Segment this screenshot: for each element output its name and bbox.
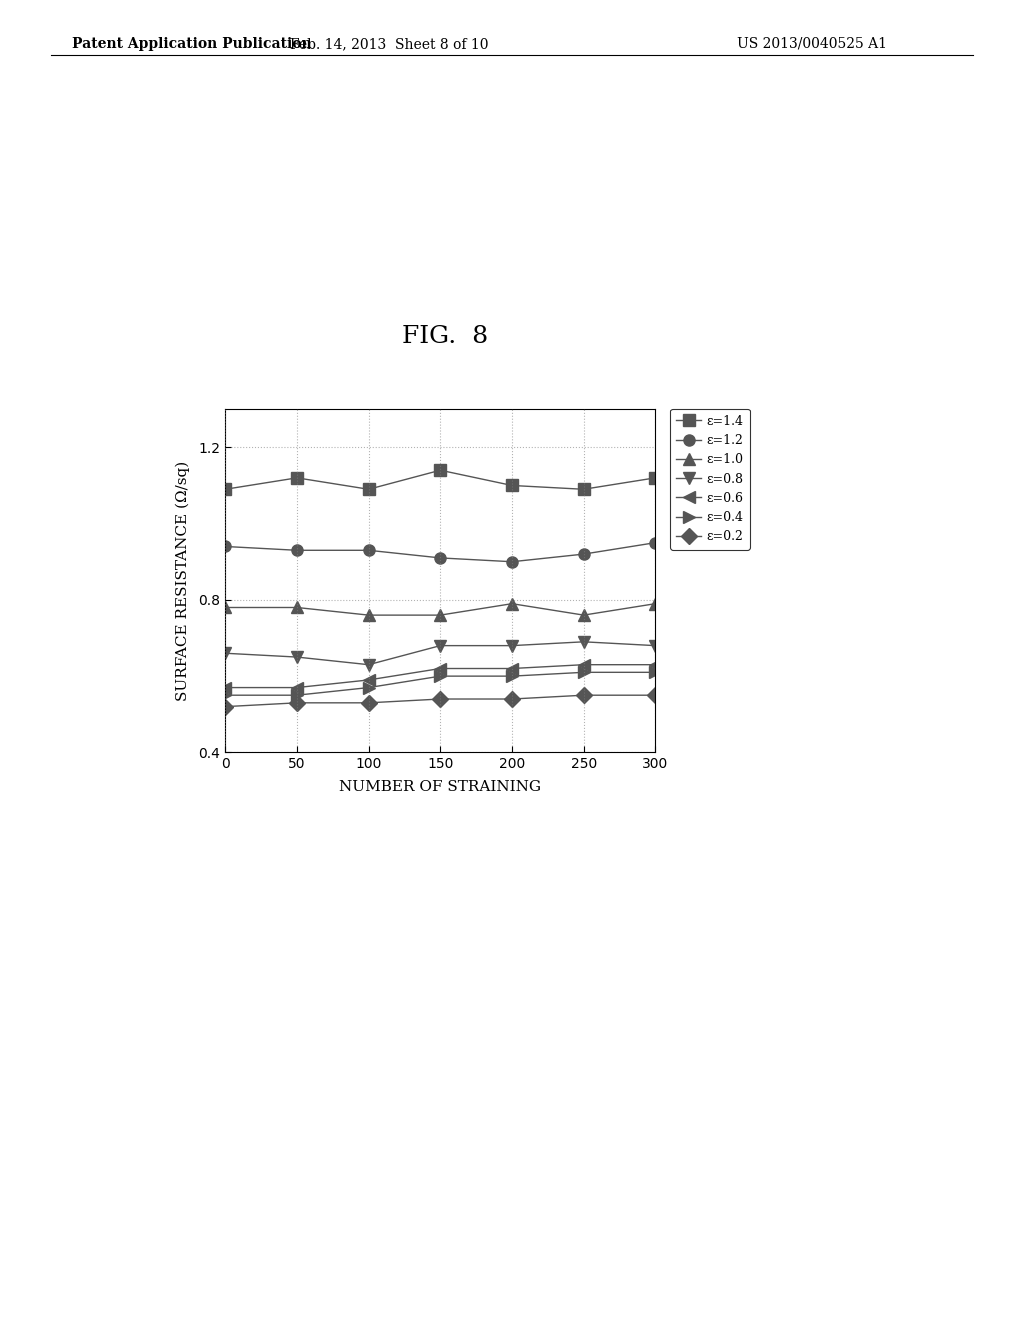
Line: ε=1.2: ε=1.2 (220, 537, 660, 568)
Line: ε=0.6: ε=0.6 (220, 659, 660, 693)
ε=0.2 (506, 692, 518, 708)
ε=0.8 (578, 634, 590, 649)
ε=0.2 (578, 688, 590, 704)
ε=0.6 (291, 680, 303, 696)
ε=0.4 (506, 668, 518, 684)
ε=1.4 (219, 482, 231, 498)
Line: ε=0.4: ε=0.4 (220, 667, 660, 701)
ε=1.0 (578, 607, 590, 623)
ε=0.4 (291, 688, 303, 704)
Line: ε=1.4: ε=1.4 (220, 465, 660, 495)
Line: ε=0.8: ε=0.8 (220, 636, 660, 671)
ε=0.6 (219, 680, 231, 696)
Text: Feb. 14, 2013  Sheet 8 of 10: Feb. 14, 2013 Sheet 8 of 10 (290, 37, 488, 51)
Line: ε=0.2: ε=0.2 (220, 689, 660, 713)
ε=0.4 (649, 664, 662, 680)
ε=1.2 (362, 543, 375, 558)
ε=0.6 (506, 660, 518, 676)
ε=1.0 (219, 599, 231, 615)
ε=0.4 (362, 680, 375, 696)
ε=1.0 (506, 595, 518, 611)
ε=1.2 (578, 546, 590, 562)
ε=0.2 (649, 688, 662, 704)
ε=0.4 (578, 664, 590, 680)
ε=0.2 (434, 692, 446, 708)
ε=0.6 (434, 660, 446, 676)
X-axis label: NUMBER OF STRAINING: NUMBER OF STRAINING (339, 780, 542, 793)
ε=0.6 (362, 672, 375, 688)
ε=0.8 (291, 649, 303, 665)
ε=1.0 (649, 595, 662, 611)
ε=0.8 (219, 645, 231, 661)
ε=0.4 (434, 668, 446, 684)
ε=1.4 (291, 470, 303, 486)
Legend: ε=1.4, ε=1.2, ε=1.0, ε=0.8, ε=0.6, ε=0.4, ε=0.2: ε=1.4, ε=1.2, ε=1.0, ε=0.8, ε=0.6, ε=0.4… (671, 409, 750, 549)
Text: Patent Application Publication: Patent Application Publication (72, 37, 311, 51)
ε=1.2 (291, 543, 303, 558)
ε=1.0 (291, 599, 303, 615)
ε=1.4 (362, 482, 375, 498)
Text: FIG.  8: FIG. 8 (402, 325, 488, 348)
ε=0.4 (219, 688, 231, 704)
ε=0.6 (649, 657, 662, 673)
ε=0.2 (219, 698, 231, 714)
Y-axis label: SURFACE RESISTANCE (Ω/sq): SURFACE RESISTANCE (Ω/sq) (176, 461, 190, 701)
ε=1.2 (649, 535, 662, 550)
ε=1.4 (649, 470, 662, 486)
ε=0.2 (362, 694, 375, 710)
ε=1.4 (434, 462, 446, 478)
ε=0.2 (291, 694, 303, 710)
Line: ε=1.0: ε=1.0 (220, 598, 660, 620)
ε=0.6 (578, 657, 590, 673)
Text: US 2013/0040525 A1: US 2013/0040525 A1 (737, 37, 887, 51)
ε=0.8 (649, 638, 662, 653)
ε=1.2 (219, 539, 231, 554)
ε=1.4 (578, 482, 590, 498)
ε=0.8 (506, 638, 518, 653)
ε=1.0 (434, 607, 446, 623)
ε=0.8 (434, 638, 446, 653)
ε=1.2 (434, 550, 446, 566)
ε=1.0 (362, 607, 375, 623)
ε=1.2 (506, 554, 518, 570)
ε=0.8 (362, 657, 375, 673)
ε=1.4 (506, 478, 518, 494)
